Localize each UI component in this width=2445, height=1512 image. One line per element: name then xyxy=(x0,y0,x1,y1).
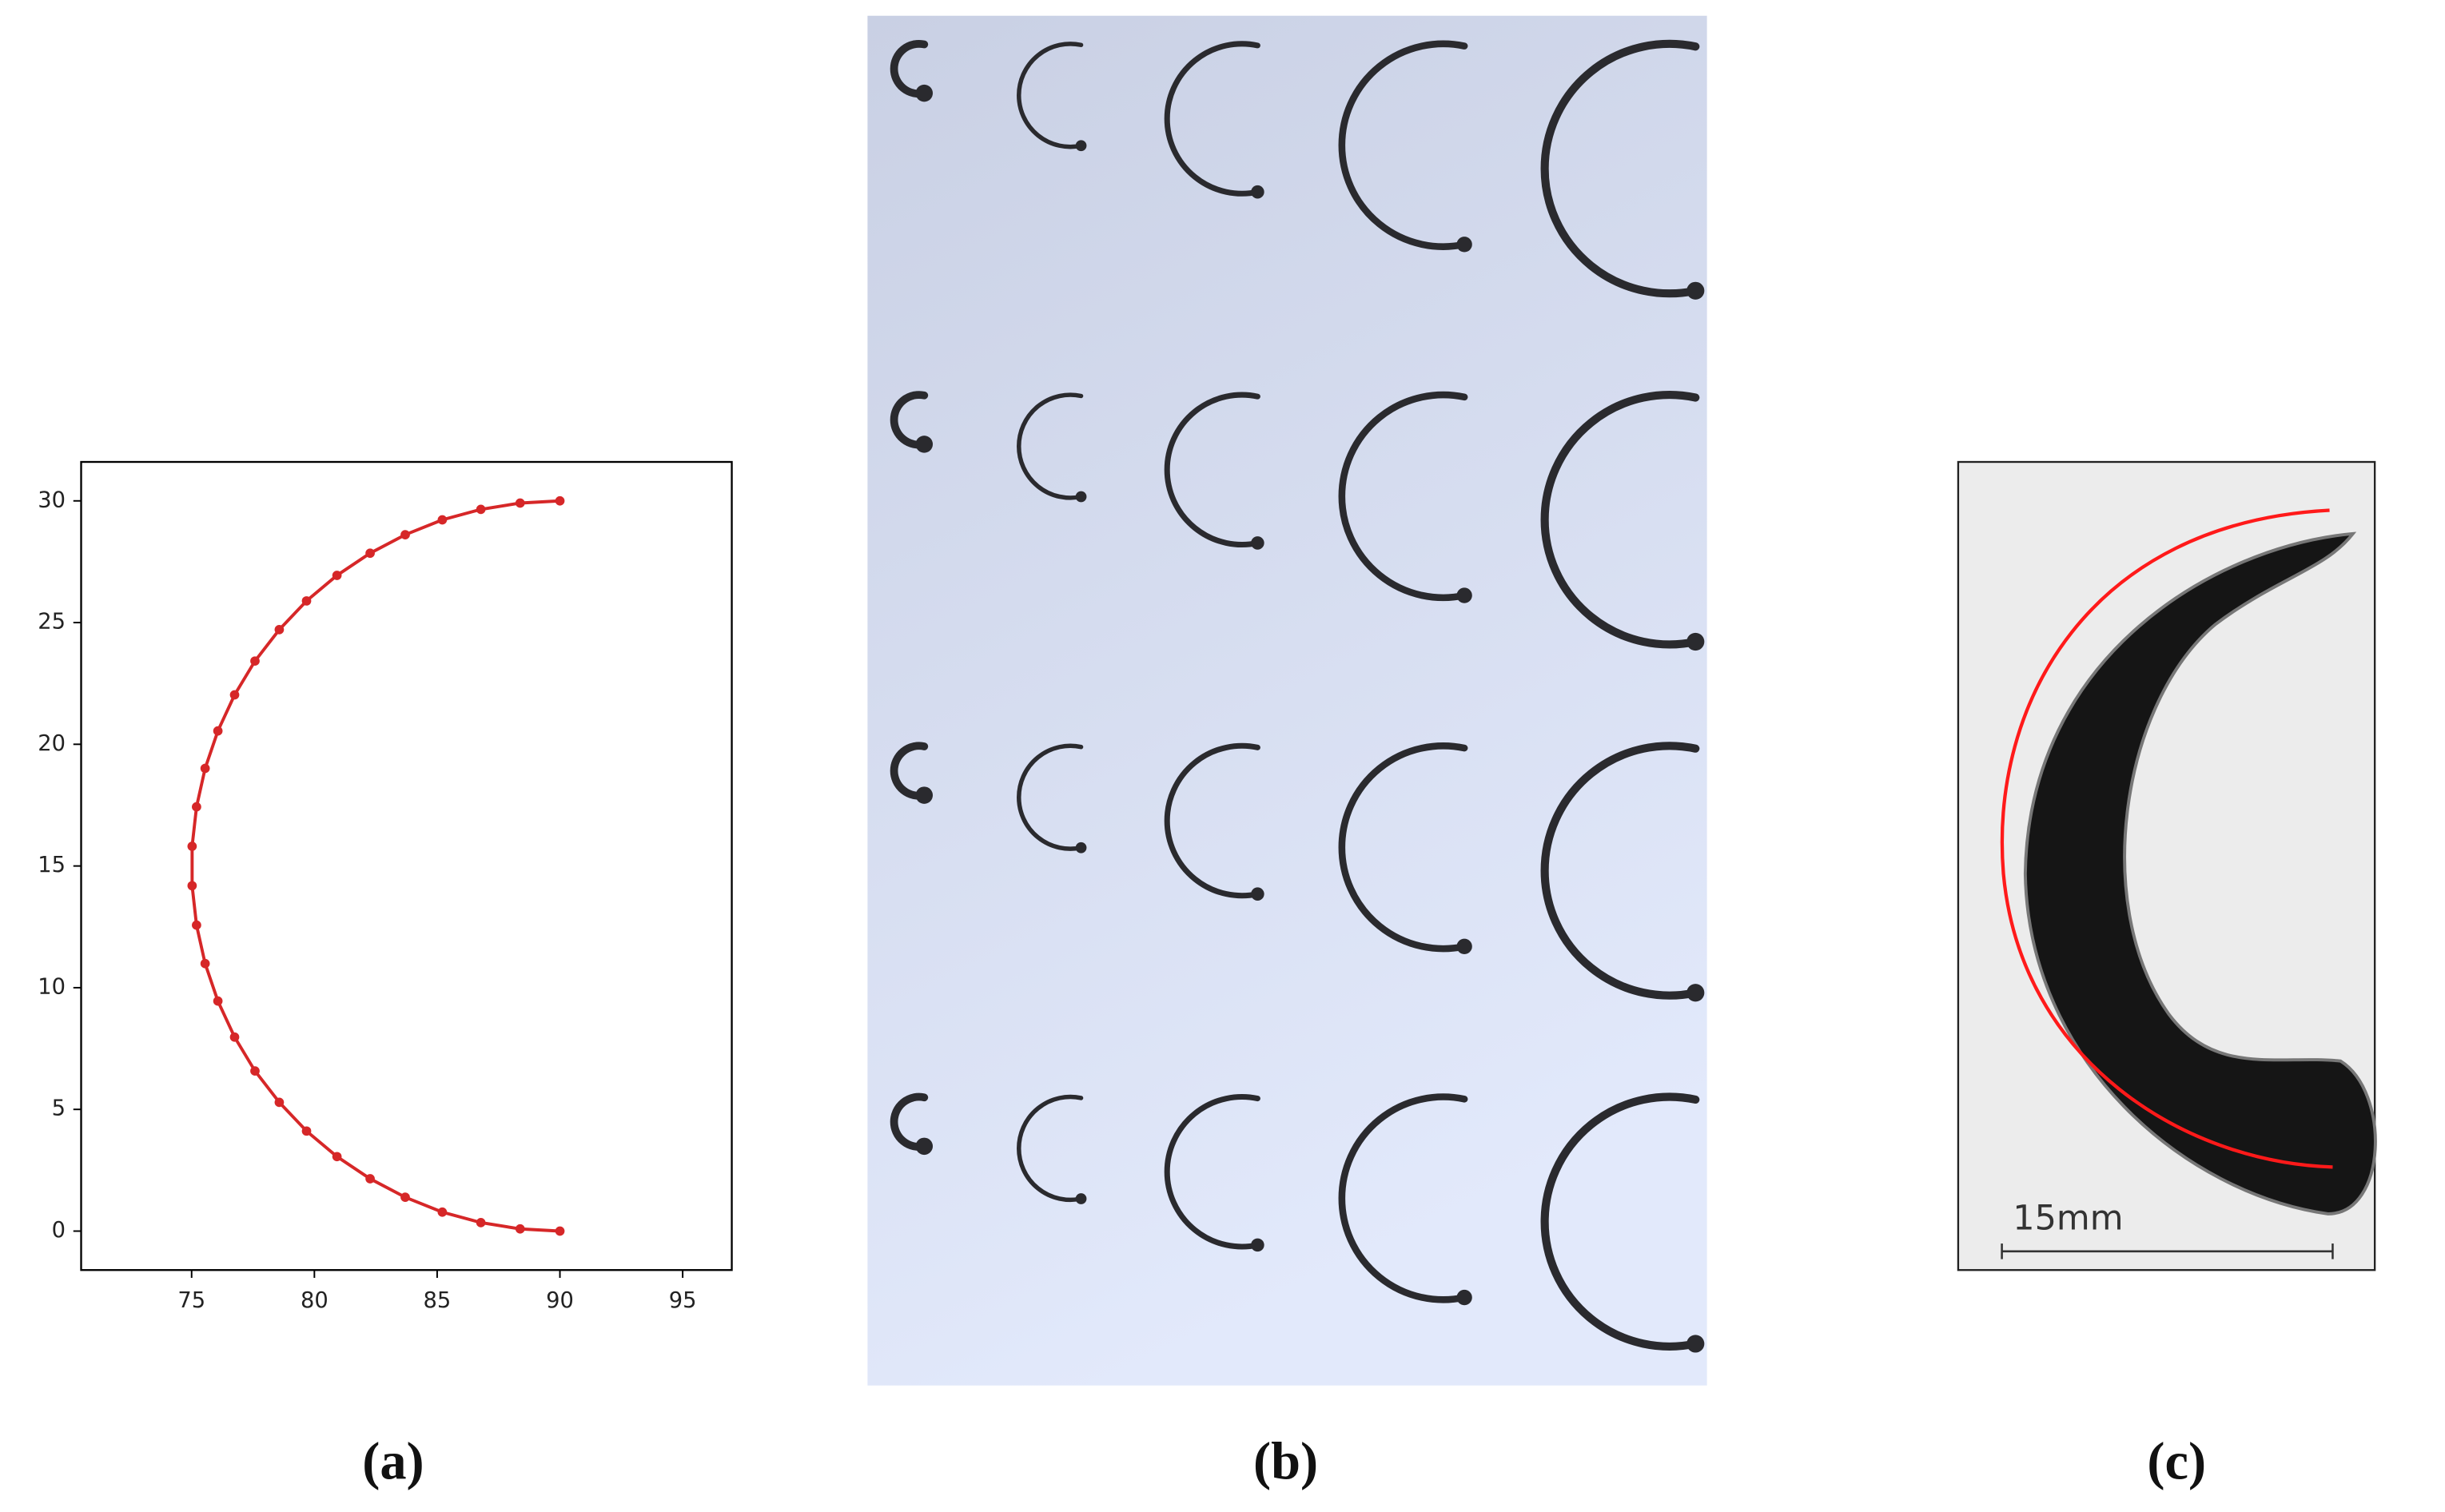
data-point xyxy=(365,1174,375,1184)
data-point xyxy=(555,1226,565,1236)
x-tick-label: 85 xyxy=(424,1288,452,1313)
data-point xyxy=(192,920,201,930)
data-point xyxy=(250,1066,260,1076)
photo-crescents xyxy=(890,39,1705,1353)
photo-crescent-tip xyxy=(1251,887,1264,901)
photo-crescent-tip xyxy=(1075,842,1087,853)
data-line xyxy=(190,499,560,1233)
photo-crescent xyxy=(1164,1094,1260,1250)
data-point xyxy=(301,1126,312,1136)
photo-crescent xyxy=(1540,1092,1700,1351)
data-point xyxy=(229,690,240,700)
photo-crescent xyxy=(1017,1094,1084,1203)
data-point xyxy=(515,1224,525,1234)
data-point xyxy=(400,1192,410,1203)
data-point xyxy=(213,726,223,736)
photo-crescent xyxy=(890,742,929,800)
photo-background xyxy=(867,15,1707,1386)
photo-crescent-tip xyxy=(1075,491,1087,503)
photo-crescent xyxy=(1338,40,1468,250)
data-point xyxy=(437,515,448,525)
photo-crescent-tip xyxy=(1456,1289,1472,1306)
photo-crescent xyxy=(890,40,929,98)
photo-crescent xyxy=(1164,41,1260,197)
x-tick-label: 75 xyxy=(177,1288,205,1313)
y-tick-label: 20 xyxy=(38,731,66,756)
photo-crescent-tip xyxy=(915,786,934,804)
plot-area xyxy=(80,460,733,1271)
photo-crescent xyxy=(1540,742,1700,1000)
photo-crescent-tip xyxy=(1686,632,1705,651)
y-tick-label: 15 xyxy=(38,853,66,877)
y-tick-label: 0 xyxy=(52,1218,66,1243)
y-tick-label: 25 xyxy=(38,610,66,635)
data-point xyxy=(332,571,342,580)
photo-crescent-tip xyxy=(1251,185,1264,199)
panel-label: (b) xyxy=(1253,1432,1318,1490)
scale-bar-label: 15mm xyxy=(2013,1198,2123,1238)
photo-crescent-tip xyxy=(1456,938,1472,954)
photo-crescent xyxy=(1017,392,1084,500)
data-point xyxy=(365,548,375,559)
photo-crescent-tip xyxy=(915,1137,934,1156)
data-point xyxy=(555,495,565,506)
data-point xyxy=(250,656,260,666)
data-point xyxy=(200,958,210,969)
data-point xyxy=(332,1152,342,1162)
data-point xyxy=(200,763,210,774)
photo-crescent xyxy=(1338,391,1468,602)
photo-crescent-tip xyxy=(1686,1335,1705,1353)
data-point xyxy=(476,504,486,515)
photo-crescent xyxy=(1017,743,1084,851)
panel-label: (a) xyxy=(362,1432,424,1490)
data-point xyxy=(274,1097,285,1108)
photo-crescent-tip xyxy=(1686,281,1705,300)
data-point xyxy=(192,802,201,812)
panel-label: (c) xyxy=(2147,1432,2206,1490)
photo-crescent xyxy=(890,391,929,449)
photo-crescent-tip xyxy=(1075,140,1087,152)
y-tick-label: 5 xyxy=(52,1096,66,1121)
data-point xyxy=(437,1207,448,1217)
data-point xyxy=(301,596,312,606)
photo-crescent-tip xyxy=(1456,237,1472,253)
x-tick-label: 95 xyxy=(669,1288,697,1313)
photo-crescent-tip xyxy=(1251,536,1264,550)
photo-crescent xyxy=(1164,392,1260,547)
y-tick-label: 30 xyxy=(38,487,66,512)
data-point xyxy=(187,842,197,851)
photo-crescent-tip xyxy=(1686,984,1705,1002)
data-point xyxy=(476,1217,486,1228)
photo-crescent xyxy=(1338,742,1468,953)
x-tick-label: 90 xyxy=(546,1288,574,1313)
photo-crescent-tip xyxy=(1456,587,1472,603)
data-point xyxy=(515,498,525,508)
data-point xyxy=(274,625,285,635)
closeup-specimen xyxy=(2023,531,2377,1216)
data-point xyxy=(229,1032,240,1042)
x-tick-label: 80 xyxy=(301,1288,329,1313)
photo-crescent xyxy=(1540,39,1700,298)
y-tick-label: 10 xyxy=(38,974,66,999)
photo-crescent xyxy=(1540,391,1700,649)
photo-crescent xyxy=(1017,42,1084,149)
data-point xyxy=(213,996,223,1006)
data-point xyxy=(400,530,410,539)
fitted-arc xyxy=(2000,508,2333,1169)
photo-crescent xyxy=(890,1092,929,1151)
photo-crescent xyxy=(1338,1093,1468,1303)
data-point xyxy=(187,881,197,891)
photo-crescent-tip xyxy=(915,84,934,102)
photo-crescent-tip xyxy=(1075,1193,1087,1204)
photo-crescent xyxy=(1164,742,1260,899)
photo-crescent-tip xyxy=(915,436,934,453)
photo-crescent-tip xyxy=(1251,1238,1264,1252)
